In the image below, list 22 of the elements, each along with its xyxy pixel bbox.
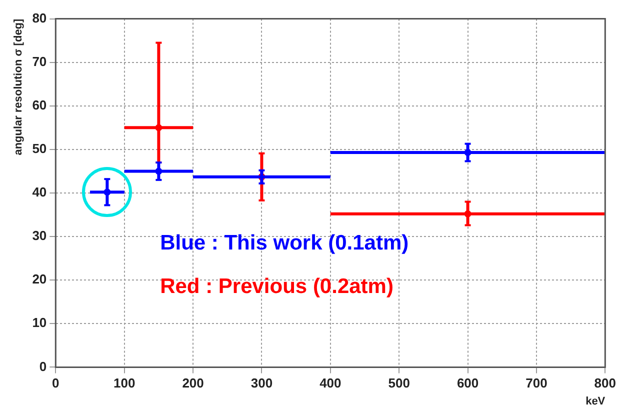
y-tick-label: 60: [32, 97, 47, 112]
y-tick-label: 40: [32, 184, 47, 200]
y-tick-label: 20: [32, 272, 47, 287]
y-tick-label: 80: [32, 10, 47, 26]
x-tick-label: 800: [594, 376, 616, 391]
x-axis-title: keV: [586, 395, 606, 408]
x-tick-label: 100: [113, 376, 136, 391]
x-tick-label: 500: [388, 376, 410, 391]
x-tick-label: 0: [52, 376, 60, 391]
x-tick-label: 600: [456, 376, 479, 391]
y-tick-label: 30: [32, 228, 47, 244]
x-tick-label: 300: [250, 376, 273, 391]
text: Red : Previous (0.2atm): [160, 274, 394, 298]
y-axis-title: angular resolution σ [deg]: [12, 18, 25, 156]
x-tick-label: 200: [182, 376, 204, 391]
y-tick-label: 0: [39, 358, 47, 374]
y-tick-label: 70: [32, 54, 47, 69]
y-tick-label: 50: [32, 141, 47, 156]
text: Blue : This work (0.1atm): [160, 231, 409, 254]
x-tick-label: 400: [320, 376, 342, 391]
y-tick-label: 10: [32, 315, 47, 330]
x-tick-label: 700: [526, 376, 548, 391]
